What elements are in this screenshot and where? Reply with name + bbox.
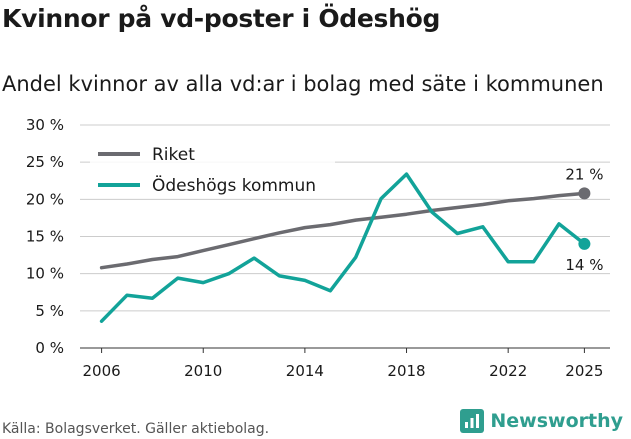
y-tick-label: 20 % (26, 190, 64, 208)
brand-name: Newsworthy (490, 410, 623, 432)
series-end-label-1: 14 % (565, 256, 603, 274)
chart-title: Kvinnor på vd-poster i Ödeshög (2, 4, 441, 33)
line-chart: 0 % 5 % 10 % 15 % 20 % 25 % 30 % 2006 2010 2014 20… (26, 116, 610, 380)
y-tick-label: 25 % (26, 153, 64, 171)
legend-background (90, 143, 335, 165)
y-tick-label: 5 % (35, 302, 64, 320)
series-end-marker-0 (578, 187, 591, 200)
source-note: Källa: Bolagsverket. Gäller aktiebolag. (2, 421, 270, 437)
x-tick-label: 2022 (489, 362, 527, 380)
series-end-marker-1 (578, 237, 591, 250)
series-end-label-0: 21 % (565, 165, 603, 183)
y-tick-label: 30 % (26, 116, 64, 134)
x-tick-label: 2025 (565, 362, 603, 380)
x-tick-label: 2010 (184, 362, 222, 380)
x-tick-label: 2018 (387, 362, 425, 380)
legend-label: Riket (152, 145, 195, 165)
y-tick-label: 15 % (26, 228, 64, 246)
legend-background (90, 174, 335, 196)
x-tick-label: 2006 (83, 362, 121, 380)
x-tick-label: 2014 (286, 362, 324, 380)
brand-logo-lockup: Newsworthy (460, 409, 623, 433)
bar-chart-icon (460, 409, 485, 433)
y-tick-label: 10 % (26, 265, 64, 283)
chart-subtitle: Andel kvinnor av alla vd:ar i bolag med … (2, 72, 604, 96)
series-line-1 (99, 172, 587, 323)
y-tick-label: 0 % (35, 339, 64, 357)
legend-label: Ödeshögs kommun (152, 174, 316, 196)
series-line-0 (99, 191, 587, 270)
